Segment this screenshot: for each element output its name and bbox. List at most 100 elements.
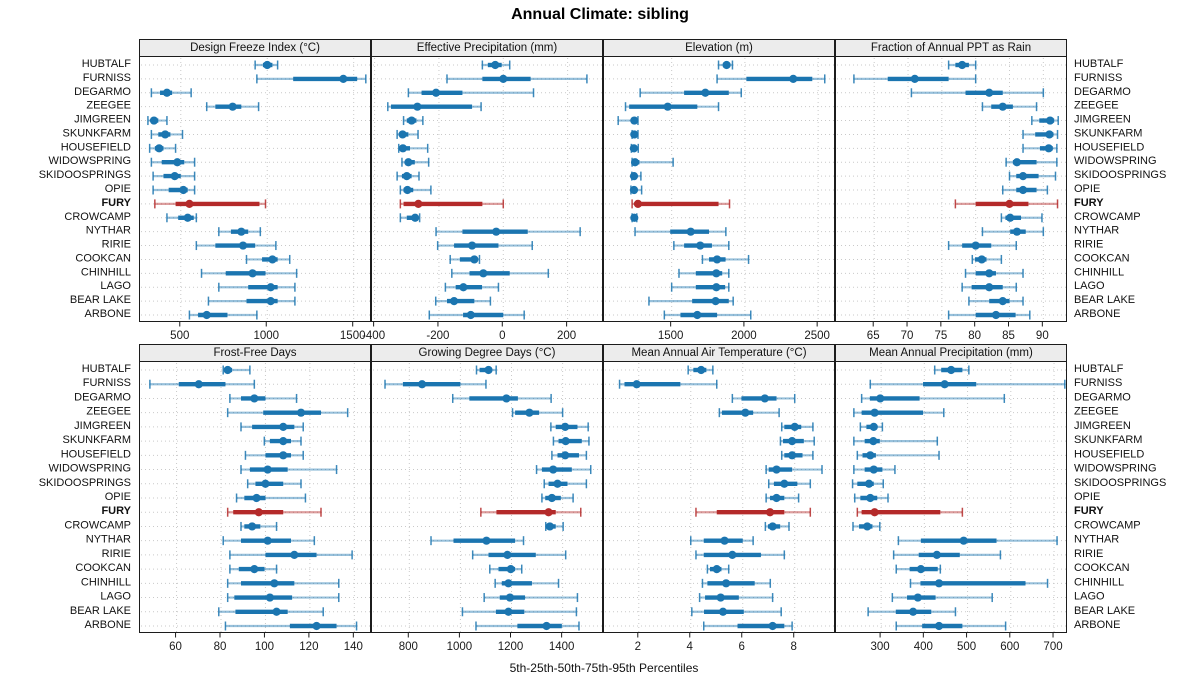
svg-text:ARBONE: ARBONE	[85, 308, 131, 320]
svg-text:CHINHILL: CHINHILL	[1074, 576, 1124, 588]
svg-text:RIRIE: RIRIE	[102, 548, 131, 560]
svg-text:ZEEGEE: ZEEGEE	[1074, 406, 1119, 418]
panel-mean-annual-air-temperature	[603, 361, 835, 633]
panel-mean-annual-precipitation	[835, 361, 1067, 633]
svg-text:ZEEGEE: ZEEGEE	[86, 406, 131, 418]
svg-text:ARBONE: ARBONE	[85, 619, 131, 631]
svg-text:ARBONE: ARBONE	[1074, 308, 1120, 320]
svg-text:ZEEGEE: ZEEGEE	[1074, 100, 1119, 112]
svg-text:HOUSEFIELD: HOUSEFIELD	[61, 141, 131, 153]
svg-text:400: 400	[914, 641, 933, 653]
svg-text:8: 8	[791, 641, 797, 653]
svg-text:HUBTALF: HUBTALF	[1074, 58, 1124, 70]
svg-text:60: 60	[169, 641, 182, 653]
svg-text:BEAR LAKE: BEAR LAKE	[70, 605, 131, 617]
svg-text:FURY: FURY	[101, 197, 131, 209]
x-axis-title: 5th-25th-50th-75th-95th Percentiles	[509, 661, 699, 675]
svg-text:HOUSEFIELD: HOUSEFIELD	[1074, 141, 1144, 153]
panel-elevation	[603, 56, 835, 322]
svg-text:SKUNKFARM: SKUNKFARM	[1074, 434, 1142, 446]
svg-text:WIDOWSPRING: WIDOWSPRING	[1074, 155, 1157, 167]
svg-text:FURY: FURY	[101, 505, 131, 517]
svg-text:75: 75	[934, 330, 947, 342]
svg-text:1000: 1000	[253, 330, 279, 342]
svg-text:LAGO: LAGO	[1074, 280, 1105, 292]
svg-text:COOKCAN: COOKCAN	[1074, 252, 1130, 264]
svg-text:HOUSEFIELD: HOUSEFIELD	[61, 448, 131, 460]
svg-text:JIMGREEN: JIMGREEN	[1074, 420, 1131, 432]
svg-text:700: 700	[1043, 641, 1062, 653]
svg-text:NYTHAR: NYTHAR	[1074, 225, 1119, 237]
panel-growing-degree-days	[371, 361, 603, 633]
svg-text:OPIE: OPIE	[105, 183, 131, 195]
svg-text:90: 90	[1036, 330, 1049, 342]
svg-text:JIMGREEN: JIMGREEN	[74, 420, 131, 432]
svg-text:100: 100	[255, 641, 274, 653]
svg-text:CHINHILL: CHINHILL	[81, 576, 131, 588]
svg-text:LAGO: LAGO	[100, 280, 131, 292]
svg-text:JIMGREEN: JIMGREEN	[1074, 114, 1131, 126]
panel-fraction-ppt-rain	[835, 56, 1067, 322]
svg-text:0: 0	[499, 330, 505, 342]
svg-text:CROWCAMP: CROWCAMP	[64, 211, 131, 223]
station-labels-right-row-2: HUBTALF FURNISS DEGARMO ZEEGEE JIMGREEN SKUNK…	[1074, 363, 1166, 631]
svg-text:600: 600	[1000, 641, 1019, 653]
svg-text:ZEEGEE: ZEEGEE	[86, 100, 131, 112]
svg-text:DEGARMO: DEGARMO	[74, 86, 131, 98]
svg-text:HUBTALF: HUBTALF	[82, 363, 132, 375]
strip-fraction-ppt-rain: Fraction of Annual PPT as Rain	[835, 39, 1067, 57]
svg-text:CHINHILL: CHINHILL	[1074, 266, 1124, 278]
svg-text:NYTHAR: NYTHAR	[86, 225, 131, 237]
strip-mean-annual-air-temperature: Mean Annual Air Temperature (°C)	[603, 344, 835, 362]
strip-growing-degree-days: Growing Degree Days (°C)	[371, 344, 603, 362]
svg-text:HUBTALF: HUBTALF	[1074, 363, 1124, 375]
svg-text:140: 140	[344, 641, 363, 653]
svg-text:1500: 1500	[340, 330, 366, 342]
svg-text:CHINHILL: CHINHILL	[81, 266, 131, 278]
svg-text:1000: 1000	[447, 641, 473, 653]
strip-elevation: Elevation (m)	[603, 39, 835, 57]
svg-text:RIRIE: RIRIE	[1074, 239, 1103, 251]
svg-text:COOKCAN: COOKCAN	[75, 562, 131, 574]
svg-text:1200: 1200	[498, 641, 524, 653]
svg-text:FURNISS: FURNISS	[1074, 72, 1122, 84]
svg-text:4: 4	[687, 641, 694, 653]
svg-text:OPIE: OPIE	[1074, 183, 1100, 195]
svg-text:WIDOWSPRING: WIDOWSPRING	[1074, 463, 1157, 475]
panel-frost-free-days	[139, 361, 371, 633]
svg-text:85: 85	[1002, 330, 1015, 342]
station-labels-left-row-2: HUBTALF FURNISS DEGARMO ZEEGEE JIMGREEN SKUNK…	[39, 363, 132, 631]
svg-text:WIDOWSPRING: WIDOWSPRING	[49, 155, 132, 167]
svg-text:RIRIE: RIRIE	[102, 239, 131, 251]
strip-design-freeze-index: Design Freeze Index (°C)	[139, 39, 371, 57]
svg-text:-400: -400	[362, 330, 385, 342]
x-axis-row-1: 500 1000 1500-400 -200 0 200 1500 2000 2500 65 70 7…	[170, 322, 1049, 342]
svg-text:120: 120	[299, 641, 318, 653]
station-labels-right-row-1: HUBTALF FURNISS DEGARMO ZEEGEE JIMGREENSKUNK…	[1074, 58, 1166, 320]
svg-text:LAGO: LAGO	[1074, 591, 1105, 603]
svg-text:SKIDOOSPRINGS: SKIDOOSPRINGS	[1074, 169, 1166, 181]
svg-text:RIRIE: RIRIE	[1074, 548, 1103, 560]
svg-text:COOKCAN: COOKCAN	[1074, 562, 1130, 574]
svg-text:DEGARMO: DEGARMO	[74, 391, 131, 403]
svg-text:JIMGREEN: JIMGREEN	[74, 114, 131, 126]
svg-text:NYTHAR: NYTHAR	[1074, 534, 1119, 546]
svg-text:NYTHAR: NYTHAR	[86, 534, 131, 546]
svg-text:6: 6	[739, 641, 745, 653]
svg-text:SKUNKFARM: SKUNKFARM	[63, 434, 131, 446]
svg-text:70: 70	[901, 330, 914, 342]
svg-text:800: 800	[399, 641, 418, 653]
svg-text:HUBTALF: HUBTALF	[82, 58, 132, 70]
svg-text:COOKCAN: COOKCAN	[75, 252, 131, 264]
panel-effective-precipitation	[371, 56, 603, 322]
svg-text:80: 80	[968, 330, 981, 342]
svg-text:ARBONE: ARBONE	[1074, 619, 1120, 631]
svg-text:1500: 1500	[658, 330, 684, 342]
svg-text:300: 300	[871, 641, 890, 653]
svg-text:CROWCAMP: CROWCAMP	[64, 519, 131, 531]
svg-text:2000: 2000	[731, 330, 757, 342]
svg-text:500: 500	[170, 330, 189, 342]
svg-text:SKIDOOSPRINGS: SKIDOOSPRINGS	[39, 477, 131, 489]
svg-text:SKUNKFARM: SKUNKFARM	[1074, 127, 1142, 139]
